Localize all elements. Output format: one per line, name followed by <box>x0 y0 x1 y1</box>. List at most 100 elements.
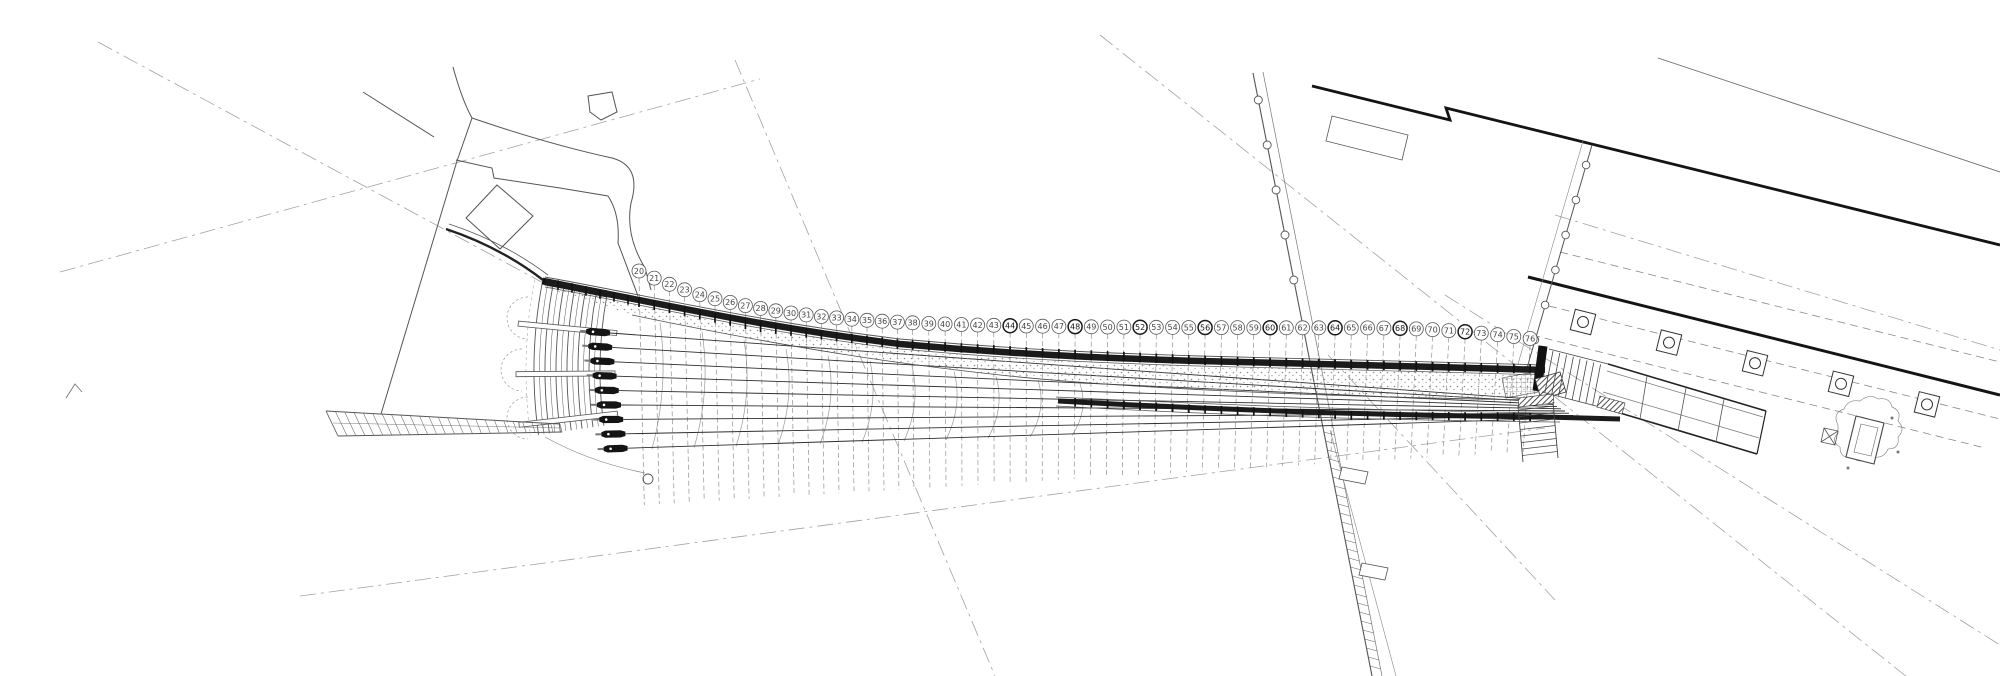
monument-plinth-inner <box>1853 423 1879 457</box>
grid-axis-bubble: 65 <box>1343 320 1359 336</box>
terrace-step-arc <box>583 290 592 429</box>
stair-tread <box>1518 405 1555 411</box>
stair-tread <box>1565 356 1574 398</box>
axis-line <box>734 59 996 676</box>
grid-axis-bubble: 24 <box>692 287 708 303</box>
grid-axis-bubble: 70 <box>1425 322 1440 338</box>
grid-axis-label: 63 <box>1314 324 1324 333</box>
terrace-step-arc <box>566 287 576 431</box>
grid-axis-label: 67 <box>1379 324 1389 333</box>
stair-tread <box>1571 358 1581 400</box>
quay-hatch-tick <box>1359 611 1371 616</box>
terrace-step-arc <box>555 285 565 432</box>
wall-hatch-tick <box>531 422 536 433</box>
lower-chord-rail <box>1055 396 1549 414</box>
grid-axis-label: 76 <box>1525 334 1535 343</box>
wall-hatch-tick <box>419 416 428 435</box>
deck-edge-band <box>544 278 1546 374</box>
quay-hatch-tick <box>1339 512 1351 517</box>
stair-tread <box>1585 362 1595 404</box>
grid-axis-bubble: 40 <box>937 316 953 332</box>
quay-hatch-tick <box>1327 449 1339 454</box>
grid-leader <box>1170 334 1173 474</box>
wall-path-inner <box>332 422 562 429</box>
small-building-outline <box>587 91 618 121</box>
grid-axis-bubble: 23 <box>677 282 692 298</box>
grid-axis-bubble: 32 <box>814 309 829 324</box>
wall-hatch-tick <box>559 423 563 433</box>
quay-hatch-tick <box>1350 566 1362 571</box>
grid-axis-label: 66 <box>1363 324 1373 333</box>
wall-hatch-tick <box>466 418 473 434</box>
grid-axis-label: 68 <box>1395 324 1405 333</box>
stair-tread <box>1519 418 1556 424</box>
grid-axis-bubble: 57 <box>1214 320 1229 336</box>
grid-axis-label: 38 <box>908 319 918 328</box>
wall-hatch-tick <box>363 412 375 436</box>
grid-leader <box>714 305 720 501</box>
wall-hatch-tick <box>325 410 339 437</box>
walkway-inner-edge <box>631 314 1543 401</box>
wall-hatch-tick <box>503 420 509 434</box>
grid-leader <box>1506 343 1515 453</box>
grid-axis-bubble: 67 <box>1376 320 1392 336</box>
grid-axis-bubble: 35 <box>859 312 875 328</box>
grid-leader <box>653 285 660 505</box>
grid-axis-bubble: 55 <box>1181 320 1197 335</box>
axis-line <box>1444 294 2000 646</box>
stair-tread <box>1521 438 1557 443</box>
grid-axis-bubble: 72 <box>1457 323 1473 340</box>
grid-axis-bubble: 39 <box>921 316 937 331</box>
grid-axis-label: 54 <box>1168 323 1178 332</box>
arcade-dashed-line <box>1559 251 2000 363</box>
grid-axis-label: 35 <box>862 316 872 325</box>
axis-line <box>59 78 761 273</box>
quay-hatch-tick <box>1361 620 1372 625</box>
grid-leader <box>745 312 750 499</box>
wall-hatch-tick <box>475 419 482 434</box>
quay-platform-rect <box>1358 562 1389 581</box>
lower-stair-hatch <box>1517 393 1555 408</box>
stair-tread <box>1592 364 1601 406</box>
grid-axis-label: 75 <box>1509 332 1519 341</box>
wall-hatch-tick <box>438 417 446 435</box>
grid-axis-label: 50 <box>1103 323 1113 332</box>
grid-axis-bubble: 76 <box>1522 331 1538 346</box>
grid-axis-label: 47 <box>1054 322 1064 331</box>
grid-axis-bubble: 28 <box>753 300 768 316</box>
arcade-column <box>1569 308 1597 336</box>
grid-axis-label: 58 <box>1233 323 1243 332</box>
grid-axis-label: 41 <box>956 320 966 329</box>
cable-anchor <box>580 327 611 337</box>
grid-leader <box>1410 335 1417 459</box>
grid-axis-bubble: 74 <box>1490 327 1505 343</box>
grid-leader <box>760 315 765 498</box>
grid-axis-label: 34 <box>847 315 857 324</box>
wall-hatch-tick <box>512 421 518 433</box>
quay-hatch-tick <box>1332 476 1344 481</box>
grid-axis-bubble: 53 <box>1148 319 1164 335</box>
transverse-rib <box>819 355 832 444</box>
plaza-lower-edge <box>544 436 646 474</box>
grid-axis-label: 57 <box>1216 323 1226 332</box>
grid-axis-label: 43 <box>989 321 999 330</box>
approach-rail-outer <box>448 223 549 276</box>
grid-axis-label: 48 <box>1070 322 1080 331</box>
grid-axis-bubble: 27 <box>738 298 753 314</box>
approach-wall-path <box>325 410 563 437</box>
ramp-edge-bottom <box>1599 406 1758 455</box>
small-column-square <box>1820 427 1839 446</box>
cable-anchor <box>597 444 628 453</box>
quay-hatch-tick <box>1345 539 1356 544</box>
grid-leader <box>821 323 825 495</box>
arcade-column <box>1655 329 1683 356</box>
ramp-edge-top <box>1607 363 1767 412</box>
grid-axis-label: 62 <box>1298 324 1308 333</box>
grid-axis-bubble: 51 <box>1116 319 1132 335</box>
grid-axis-label: 23 <box>680 286 690 295</box>
ramp-end-cap <box>1756 410 1767 455</box>
grid-axis-label: 31 <box>801 311 811 320</box>
quay-hatch-tick <box>1348 557 1360 562</box>
grid-axis-label: 64 <box>1330 324 1340 333</box>
